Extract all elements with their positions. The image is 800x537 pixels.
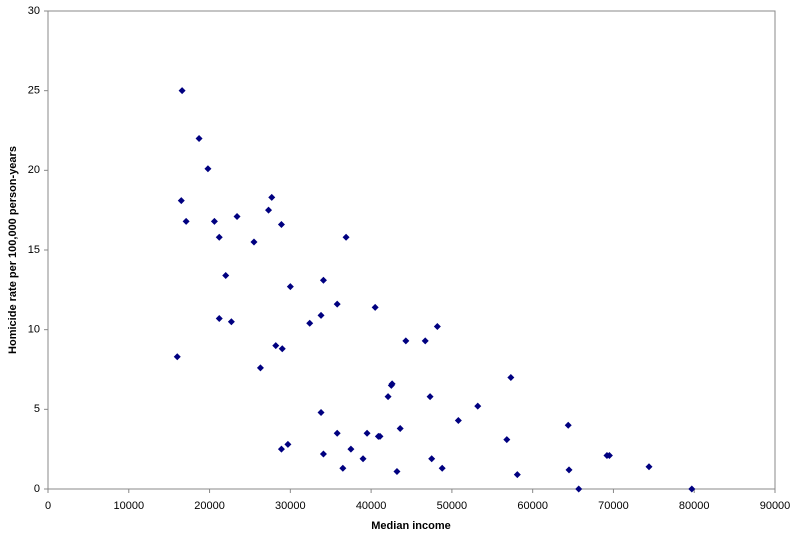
data-point <box>215 233 223 241</box>
y-tick-label: 0 <box>34 483 40 495</box>
x-tick-label: 30000 <box>275 500 306 512</box>
data-point <box>402 337 410 345</box>
data-point <box>268 193 276 201</box>
data-point <box>342 233 350 241</box>
x-tick-label: 20000 <box>194 500 225 512</box>
x-tick-label: 90000 <box>760 500 791 512</box>
data-point <box>393 467 401 475</box>
y-tick-label: 30 <box>28 5 40 17</box>
data-point <box>182 217 190 225</box>
data-point <box>396 424 404 432</box>
data-point <box>333 429 341 437</box>
data-point <box>195 134 203 142</box>
data-point <box>317 311 325 319</box>
data-point <box>376 432 384 440</box>
x-tick-label: 10000 <box>113 500 144 512</box>
data-point <box>454 416 462 424</box>
data-point <box>688 485 696 493</box>
y-tick-label: 25 <box>28 85 40 97</box>
x-tick-label: 60000 <box>517 500 548 512</box>
data-point <box>438 464 446 472</box>
x-tick-label: 40000 <box>356 500 387 512</box>
data-point <box>204 165 212 173</box>
x-tick-label: 70000 <box>598 500 629 512</box>
data-point <box>564 421 572 429</box>
data-point <box>210 217 218 225</box>
data-point <box>428 455 436 463</box>
data-point <box>317 409 325 417</box>
data-point <box>250 238 258 246</box>
data-point <box>265 206 273 214</box>
data-point <box>319 450 327 458</box>
x-tick-label: 80000 <box>679 500 710 512</box>
data-point <box>178 87 186 95</box>
data-point <box>173 353 181 361</box>
plot-border <box>47 10 776 490</box>
data-point <box>227 318 235 326</box>
y-tick-label: 10 <box>28 324 40 336</box>
data-point <box>503 436 511 444</box>
data-point <box>222 271 230 279</box>
data-point <box>233 213 241 221</box>
x-axis-title: Median income <box>371 520 450 532</box>
data-point <box>286 283 294 291</box>
data-point <box>575 485 583 493</box>
data-point <box>433 322 441 330</box>
data-point <box>347 445 355 453</box>
data-point <box>333 300 341 308</box>
data-point <box>306 319 314 327</box>
data-point <box>177 197 185 205</box>
data-point <box>359 455 367 463</box>
y-tick-label: 20 <box>28 164 40 176</box>
data-point <box>605 452 613 460</box>
data-point <box>278 345 286 353</box>
y-tick-label: 15 <box>28 244 40 256</box>
data-point <box>363 429 371 437</box>
data-point <box>426 393 434 401</box>
data-point <box>339 464 347 472</box>
data-point <box>215 315 223 323</box>
data-point <box>371 303 379 311</box>
data-point <box>277 221 285 229</box>
data-point <box>272 342 280 350</box>
data-point <box>319 276 327 284</box>
x-tick-label: 50000 <box>437 500 468 512</box>
y-axis-title: Homicide rate per 100,000 person-years <box>7 146 19 354</box>
data-point <box>284 440 292 448</box>
data-point <box>388 380 396 388</box>
data-point <box>421 337 429 345</box>
data-point <box>256 364 264 372</box>
data-point <box>384 393 392 401</box>
data-point <box>645 463 653 471</box>
data-point <box>565 466 573 474</box>
data-point <box>507 373 515 381</box>
data-point <box>474 402 482 410</box>
data-point <box>277 445 285 453</box>
y-tick-label: 5 <box>34 403 40 415</box>
x-tick-label: 0 <box>45 500 51 512</box>
data-point <box>513 471 521 479</box>
